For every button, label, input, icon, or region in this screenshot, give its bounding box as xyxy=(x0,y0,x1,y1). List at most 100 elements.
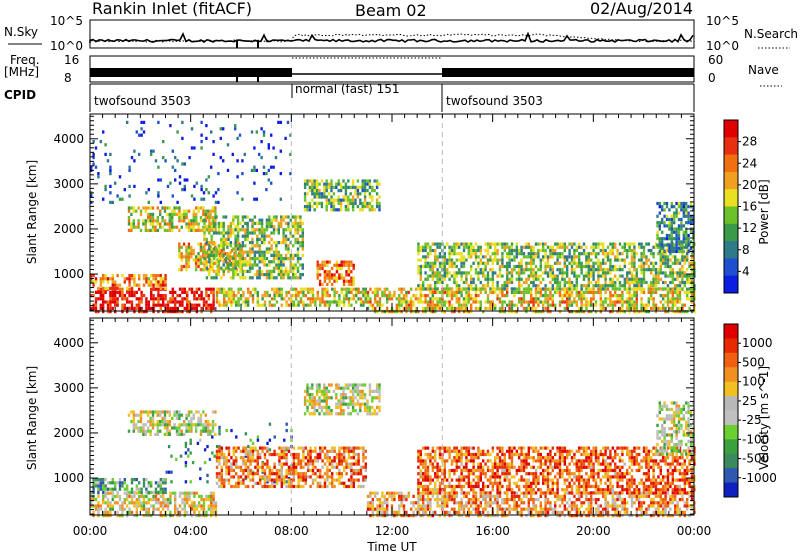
heatmap-cell xyxy=(207,287,210,291)
heatmap-cell xyxy=(671,274,674,278)
heatmap-cell xyxy=(345,279,348,283)
heatmap-cell xyxy=(258,228,261,232)
heatmap-cell xyxy=(271,287,274,291)
cpid-label: CPID xyxy=(4,88,36,102)
heatmap-cell xyxy=(200,133,203,137)
heatmap-cell xyxy=(184,451,188,455)
heatmap-cell xyxy=(686,258,689,262)
heatmap-cell xyxy=(102,484,105,488)
heatmap-cell xyxy=(436,271,439,275)
heatmap-cell xyxy=(419,287,422,291)
power-heatmap-cells xyxy=(90,114,696,314)
heatmap-cell xyxy=(551,268,554,272)
heatmap-cell xyxy=(218,456,221,460)
colorbar-tick-label: 4 xyxy=(742,264,750,278)
heatmap-cell xyxy=(656,201,659,206)
heatmap-cell xyxy=(652,277,655,281)
heatmap-cell xyxy=(268,250,271,254)
heatmap-cell xyxy=(438,252,442,256)
heatmap-cell xyxy=(683,245,686,249)
heatmap-cell xyxy=(491,290,494,294)
heatmap-cell xyxy=(602,287,605,291)
heatmap-cell xyxy=(628,284,631,288)
heatmap-cell xyxy=(280,218,283,222)
heatmap-cell xyxy=(520,297,523,301)
heatmap-cell xyxy=(268,484,271,489)
heatmap-cell xyxy=(609,294,612,298)
heatmap-cell xyxy=(361,185,364,189)
heatmap-cell xyxy=(306,201,309,205)
heatmap-cell xyxy=(106,280,110,284)
heatmap-cell xyxy=(145,277,148,281)
heatmap-cell xyxy=(142,501,146,505)
heatmap-cell xyxy=(109,165,112,169)
heatmap-cell xyxy=(321,294,324,298)
heatmap-cell xyxy=(287,481,291,485)
heatmap-cell xyxy=(594,255,598,259)
heatmap-cell xyxy=(489,245,492,249)
heatmap-cell xyxy=(244,276,247,280)
heatmap-cell xyxy=(215,269,218,273)
heatmap-cell xyxy=(209,209,212,213)
heatmap-cell xyxy=(188,310,191,314)
heatmap-cell xyxy=(199,467,202,471)
heatmap-cell xyxy=(180,225,183,229)
heatmap-cell xyxy=(251,231,254,235)
heatmap-cell xyxy=(219,127,222,131)
heatmap-cell xyxy=(178,510,182,514)
heatmap-cell xyxy=(162,287,165,291)
heatmap-cell xyxy=(109,501,112,505)
heatmap-cell xyxy=(592,277,595,281)
heatmap-cell xyxy=(209,423,212,427)
heatmap-cell xyxy=(566,287,569,291)
heatmap-cell xyxy=(407,290,410,294)
heatmap-cell xyxy=(448,277,451,281)
heatmap-cell xyxy=(638,280,641,285)
heatmap-cell xyxy=(546,271,550,275)
heatmap-cell xyxy=(142,410,145,414)
heatmap-cell xyxy=(474,290,478,294)
heatmap-cell xyxy=(482,268,485,272)
heatmap-cell xyxy=(99,306,102,310)
heatmap-cell xyxy=(436,306,439,310)
heatmap-cell xyxy=(278,294,281,298)
heatmap-cell xyxy=(171,297,174,301)
heatmap-cell xyxy=(647,287,650,291)
heatmap-cell xyxy=(97,504,100,508)
heatmap-cell xyxy=(402,294,406,298)
heatmap-cell xyxy=(386,297,389,301)
heatmap-cell xyxy=(506,255,509,259)
heatmap-cell xyxy=(296,247,300,251)
heatmap-cell xyxy=(321,266,324,271)
heatmap-cell xyxy=(549,274,552,278)
heatmap-cell xyxy=(323,276,327,280)
heatmap-cell xyxy=(590,310,593,314)
heatmap-cell xyxy=(210,498,213,502)
heatmap-cell xyxy=(156,413,159,417)
heatmap-cell xyxy=(135,426,138,430)
heatmap-cell xyxy=(462,280,466,285)
heatmap-cell xyxy=(256,468,259,473)
heatmap-cell xyxy=(185,268,188,272)
heatmap-cell xyxy=(544,290,547,294)
heatmap-cell xyxy=(664,306,667,310)
heatmap-cell xyxy=(118,514,122,518)
heatmap-cell xyxy=(192,225,195,229)
heatmap-cell xyxy=(355,290,358,294)
heatmap-cell xyxy=(609,261,612,265)
heatmap-cell xyxy=(453,294,456,298)
heatmap-cell xyxy=(434,306,437,310)
heatmap-cell xyxy=(261,477,264,481)
heatmap-cell xyxy=(147,216,150,220)
heatmap-cell xyxy=(256,294,259,298)
heatmap-cell xyxy=(458,297,461,301)
heatmap-cell xyxy=(587,284,590,288)
heatmap-cell xyxy=(138,133,141,137)
heatmap-cell xyxy=(477,264,480,269)
heatmap-cell xyxy=(282,276,285,280)
heatmap-cell xyxy=(130,494,134,498)
heatmap-cell xyxy=(364,290,367,294)
heatmap-cell xyxy=(265,234,269,238)
heatmap-cell xyxy=(455,306,458,310)
